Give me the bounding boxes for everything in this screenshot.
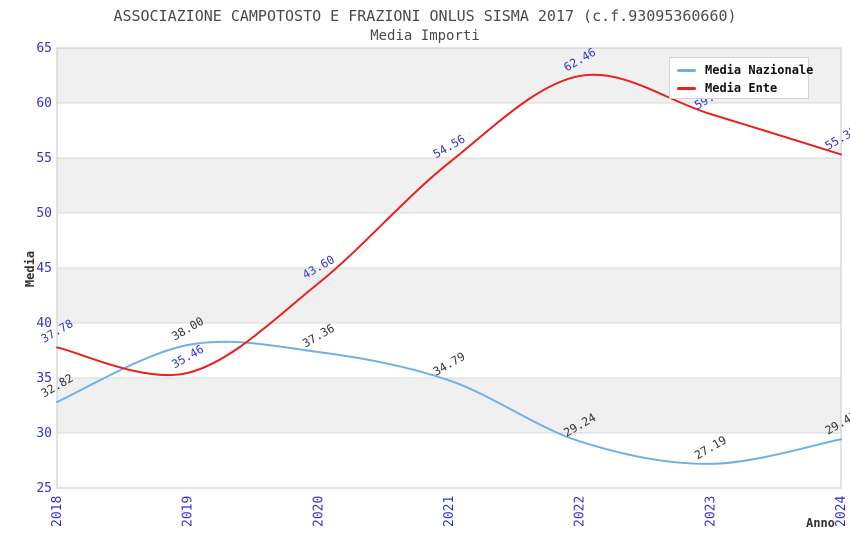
chart-title: ASSOCIAZIONE CAMPOTOSTO E FRAZIONI ONLUS…	[113, 7, 737, 25]
y-tick-label: 65	[36, 41, 52, 56]
legend-item-media-nazionale[interactable]: Media Nazionale	[670, 61, 813, 79]
x-tick-label: 2019	[181, 496, 196, 527]
x-tick-label: 2023	[703, 496, 718, 527]
x-tick-label: 2022	[573, 496, 588, 527]
chart-subtitle: Media Importi	[370, 28, 480, 44]
plot-band	[57, 268, 841, 323]
plot-border	[56, 47, 842, 489]
legend: Media Nazionale Media Ente	[669, 57, 813, 99]
plot-band	[57, 103, 841, 158]
legend-item-media-ente[interactable]: Media Ente	[670, 79, 808, 97]
x-tick-label: 2020	[311, 496, 326, 527]
y-tick-label: 50	[36, 206, 52, 221]
x-tick-label: 2018	[50, 496, 65, 527]
y-tick-label: 25	[36, 481, 52, 496]
x-tick-label: 2024	[834, 496, 849, 527]
plot-band	[57, 433, 841, 488]
y-tick-label: 30	[36, 426, 52, 441]
y-tick-label: 45	[36, 261, 52, 276]
y-axis-title: Media	[23, 250, 37, 288]
media-nazionale-line-icon	[677, 68, 696, 72]
x-axis-title: Anno	[806, 516, 835, 530]
y-tick-label: 60	[36, 96, 52, 111]
y-tick-label: 40	[36, 316, 52, 331]
legend-label: Media Ente	[705, 81, 778, 95]
y-tick-label: 35	[36, 371, 52, 386]
plot-band	[57, 323, 841, 378]
plot-band	[57, 158, 841, 213]
series-line-media-ente	[56, 73, 842, 377]
x-tick-label: 2021	[442, 496, 457, 527]
plot-band	[57, 378, 841, 433]
series-line-media-nazionale	[56, 340, 842, 465]
y-tick-label: 55	[36, 151, 52, 166]
media-ente-line-icon	[677, 86, 696, 90]
plot-band	[57, 213, 841, 268]
legend-label: Media Nazionale	[705, 63, 814, 77]
